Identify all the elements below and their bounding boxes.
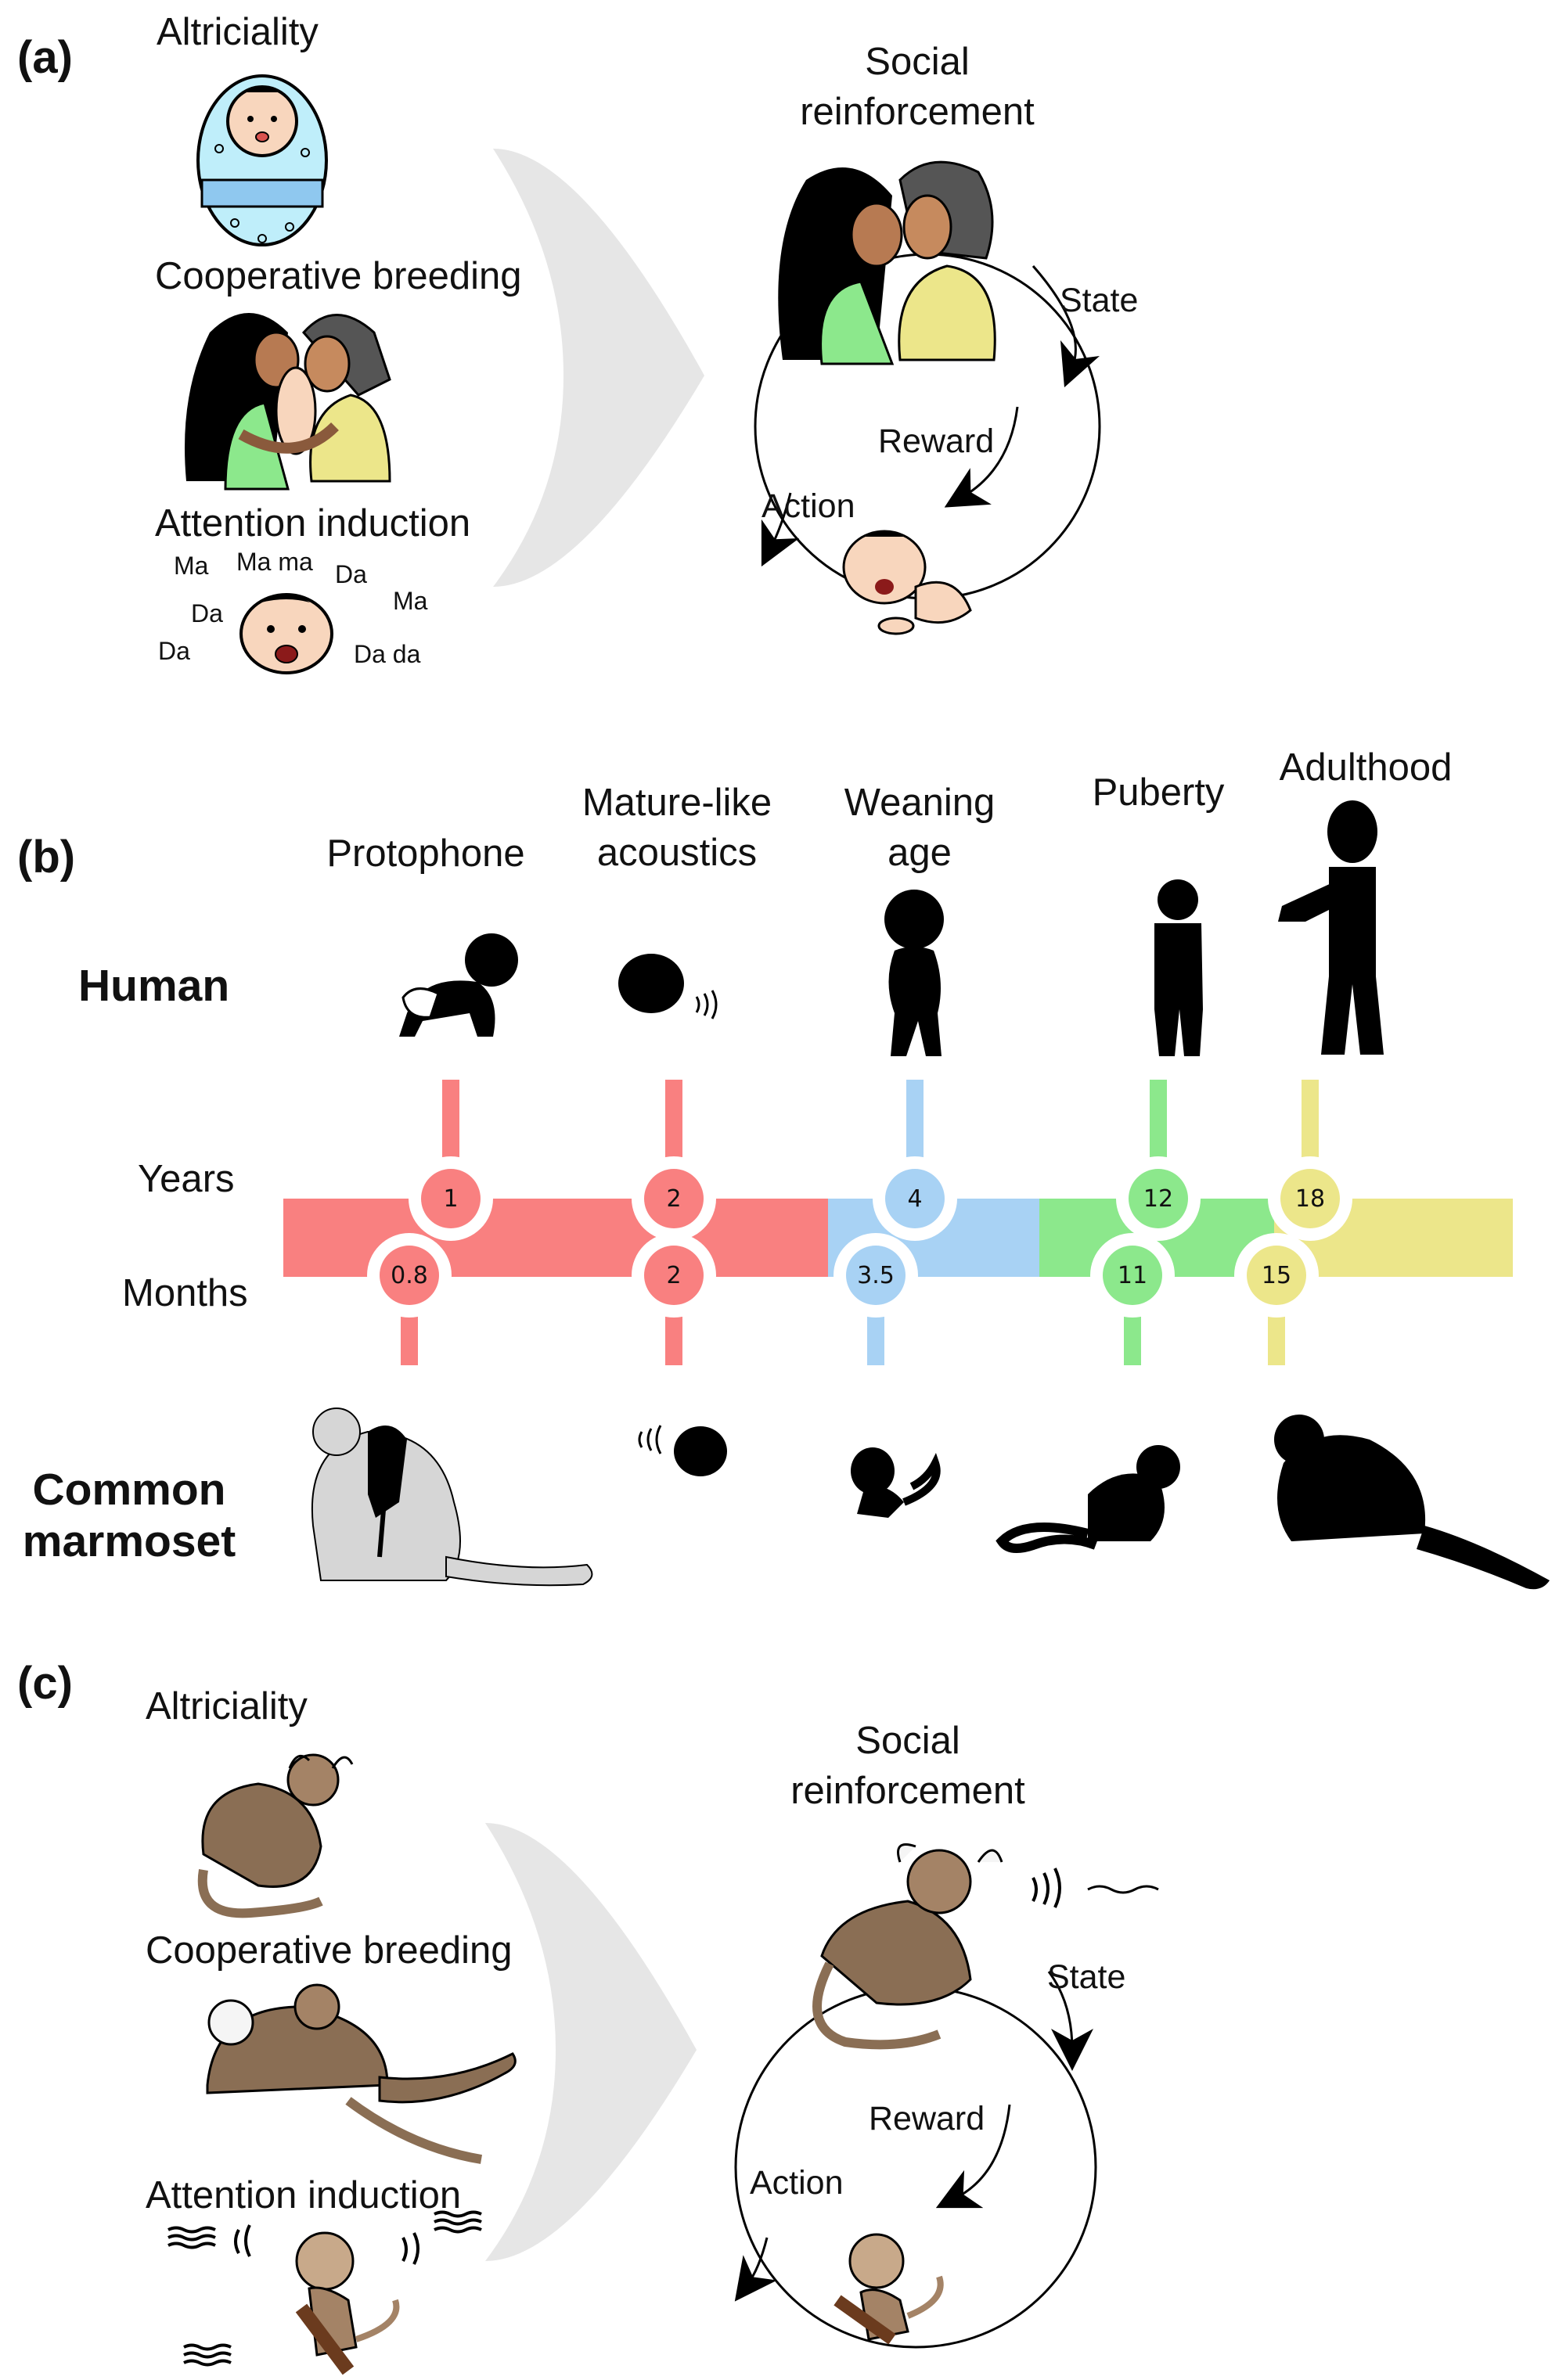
marmoset-carrying-infant-icon <box>197 1753 354 1918</box>
species-marmoset-line1: Common <box>32 1465 226 1515</box>
years-node-4: 4 <box>873 1156 957 1241</box>
years-value-12: 12 <box>1129 1169 1188 1228</box>
babble-4: Ma <box>393 587 428 615</box>
species-marmoset-line2: marmoset <box>22 1515 236 1566</box>
stage-protophone: Protophone <box>293 829 559 879</box>
marmoset-infant-calling-icon <box>167 2210 482 2375</box>
factor-cooperative-breeding-marmoset: Cooperative breeding <box>146 1929 513 1972</box>
loop-title-human-line1: Social <box>865 41 970 83</box>
axis-years-label: Years <box>138 1158 235 1200</box>
babble-6: Da <box>158 637 190 665</box>
social-reinforcement-loop-marmoset <box>734 1843 1159 2349</box>
human-toddler-icon <box>884 890 944 1056</box>
loop-state-label-marmoset: State <box>1047 1958 1126 1996</box>
stem-years-18 <box>1302 1080 1319 1174</box>
years-node-2: 2 <box>632 1156 716 1241</box>
axis-months-label: Months <box>122 1272 248 1314</box>
months-value-11: 11 <box>1103 1246 1162 1305</box>
stage-puberty-line1: Puberty <box>1092 771 1225 814</box>
months-value-3-5: 3.5 <box>846 1246 906 1305</box>
stage-weaning-age: Weaning age <box>814 778 1025 878</box>
babble-3: Da <box>335 560 367 588</box>
stem-years-2 <box>665 1080 682 1174</box>
stage-puberty: Puberty <box>1057 768 1260 818</box>
years-value-4: 4 <box>885 1169 945 1228</box>
human-adolescent-icon <box>1154 879 1203 1056</box>
panel-a-label: (a) <box>17 32 73 83</box>
human-crawling-infant-icon <box>399 933 518 1037</box>
years-node-12: 12 <box>1116 1156 1201 1241</box>
stage-mature-like-line1: Mature-like <box>581 782 772 824</box>
species-human: Human <box>78 961 230 1011</box>
months-value-15: 15 <box>1247 1246 1306 1305</box>
marmoset-juvenile-icon <box>851 1447 941 1518</box>
years-value-1: 1 <box>421 1169 481 1228</box>
stage-adulthood: Adulthood <box>1237 743 1495 793</box>
caregivers-holding-infant-icon <box>185 313 391 491</box>
stage-weaning-line2: age <box>888 831 952 874</box>
factor-cooperative-breeding-human: Cooperative breeding <box>155 255 522 297</box>
panel-b-label: (b) <box>17 832 76 883</box>
swaddled-infant-icon <box>196 74 328 246</box>
months-value-0-8: 0.8 <box>380 1246 439 1305</box>
stage-protophone-line1: Protophone <box>326 832 525 875</box>
marmoset-mother-carrying-infant-icon <box>311 1408 593 1587</box>
babbling-infant-head-icon <box>239 593 333 674</box>
chevron-arrow-a <box>493 149 704 587</box>
chevron-arrow-c <box>485 1823 697 2261</box>
factor-altriciality-marmoset: Altriciality <box>146 1685 308 1727</box>
stage-weaning-line1: Weaning <box>844 782 996 824</box>
babble-1: Ma <box>174 552 209 580</box>
stage-mature-like-acoustics: Mature-like acoustics <box>548 778 806 878</box>
bar-segment-red <box>283 1199 828 1277</box>
loop-action-label-human: Action <box>761 487 855 525</box>
months-node-2: 2 <box>632 1233 716 1318</box>
loop-reward-label-human: Reward <box>878 422 995 460</box>
stem-years-1 <box>442 1080 459 1174</box>
loop-reward-label-marmoset: Reward <box>869 2100 985 2137</box>
marmoset-infant-head-vocalizing-icon <box>638 1425 727 1476</box>
marmoset-adult-icon <box>1274 1415 1550 1590</box>
years-node-18: 18 <box>1268 1156 1352 1241</box>
human-infant-head-vocalizing-icon <box>618 954 718 1019</box>
months-value-2: 2 <box>644 1246 704 1305</box>
babble-5: Da <box>191 599 223 627</box>
loop-title-marmoset-line2: reinforcement <box>790 1769 1025 1812</box>
species-common-marmoset: Common marmoset <box>0 1465 258 1567</box>
factor-attention-induction-marmoset: Attention induction <box>146 2174 462 2216</box>
months-node-15: 15 <box>1234 1233 1319 1318</box>
stage-adulthood-line1: Adulthood <box>1279 746 1453 789</box>
years-value-18: 18 <box>1280 1169 1340 1228</box>
loop-state-label-human: State <box>1060 282 1139 319</box>
loop-title-marmoset-line1: Social <box>855 1720 960 1762</box>
stage-mature-like-line2: acoustics <box>596 831 758 874</box>
months-node-0-8: 0.8 <box>367 1233 452 1318</box>
marmoset-subadult-icon <box>996 1445 1180 1553</box>
years-value-2: 2 <box>644 1169 704 1228</box>
loop-title-marmoset: Social reinforcement <box>743 1717 1072 1816</box>
marmoset-group-carrying-infant-icon <box>206 1983 517 2164</box>
stem-years-12 <box>1150 1080 1167 1174</box>
months-node-3-5: 3.5 <box>834 1233 918 1318</box>
years-node-1: 1 <box>409 1156 493 1241</box>
loop-title-human-line2: reinforcement <box>800 90 1035 133</box>
babble-7: Da da <box>354 640 421 668</box>
loop-action-label-marmoset: Action <box>750 2164 844 2202</box>
babble-2: Ma ma <box>236 548 313 576</box>
stem-years-4 <box>906 1080 924 1174</box>
human-adult-icon <box>1278 800 1384 1055</box>
social-reinforcement-loop-human <box>754 160 1101 635</box>
factor-attention-induction-human: Attention induction <box>155 502 471 545</box>
months-node-11: 11 <box>1090 1233 1175 1318</box>
factor-altriciality-human: Altriciality <box>157 11 319 53</box>
panel-c-label: (c) <box>17 1658 73 1709</box>
loop-title-human: Social reinforcement <box>753 38 1082 137</box>
